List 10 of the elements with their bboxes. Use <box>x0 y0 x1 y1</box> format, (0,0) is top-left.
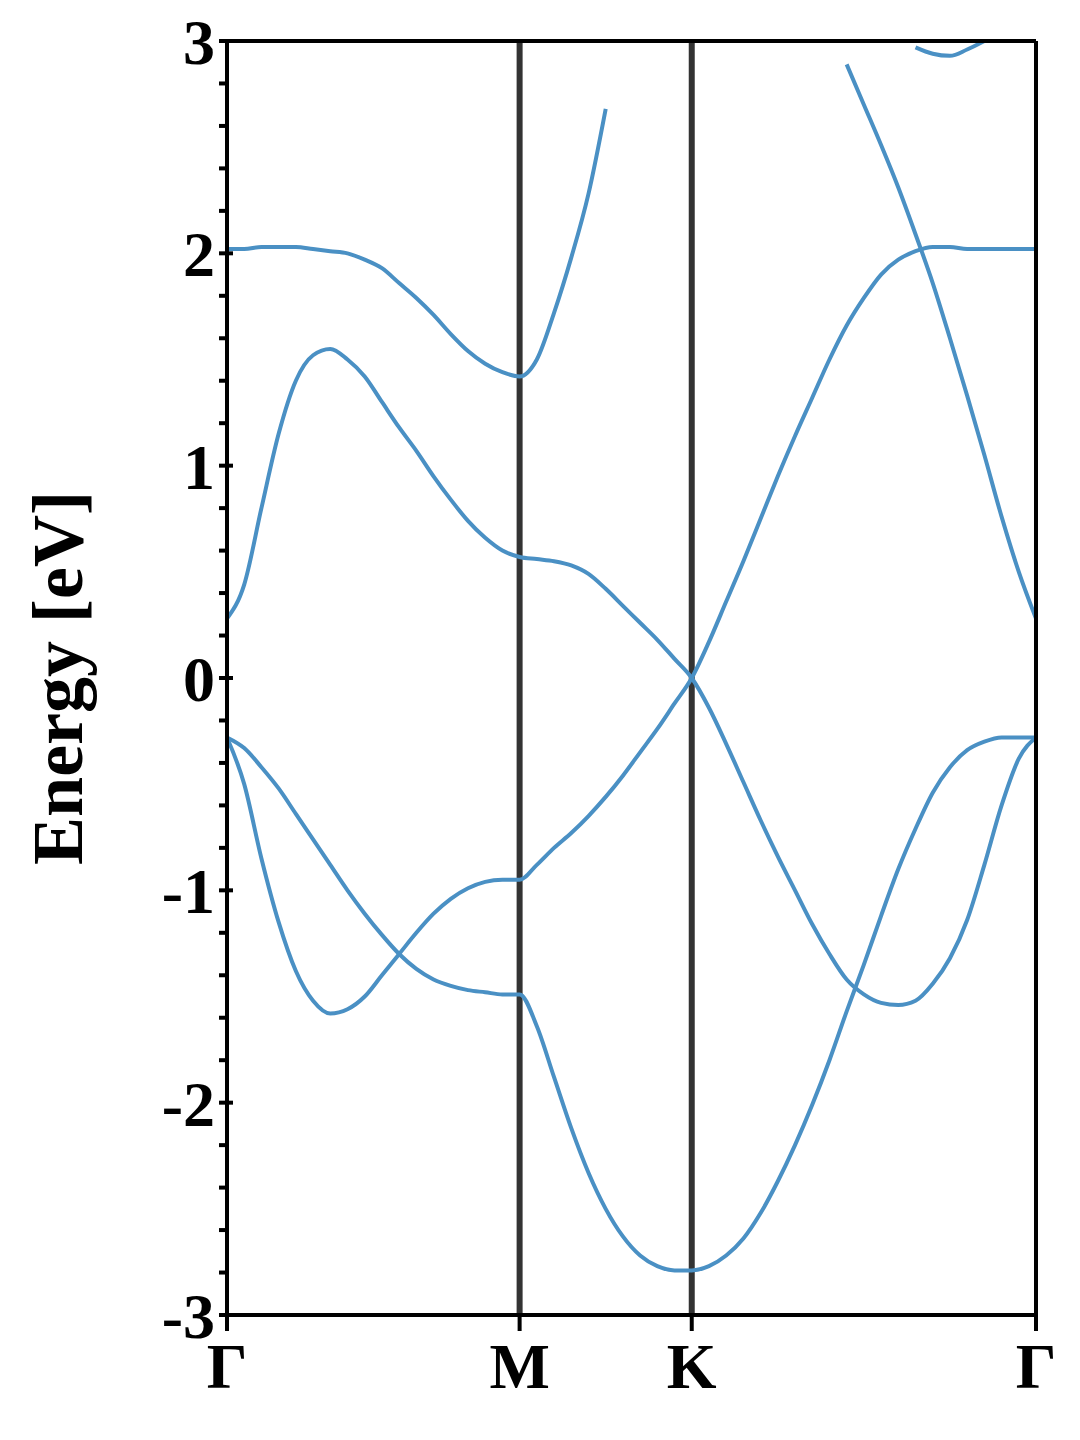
y-tick-label: 3 <box>183 7 215 79</box>
y-tick-label: -1 <box>161 856 215 928</box>
x-tick-label: Γ <box>1015 1331 1057 1403</box>
y-tick-label: 1 <box>183 431 215 503</box>
y-tick-label: 0 <box>183 644 215 716</box>
y-tick-label: 2 <box>183 219 215 291</box>
y-axis-title: Energy [eV] <box>18 491 98 865</box>
y-tick-label: -2 <box>161 1068 215 1140</box>
x-tick-label: K <box>666 1331 717 1403</box>
x-tick-label: M <box>489 1331 550 1403</box>
